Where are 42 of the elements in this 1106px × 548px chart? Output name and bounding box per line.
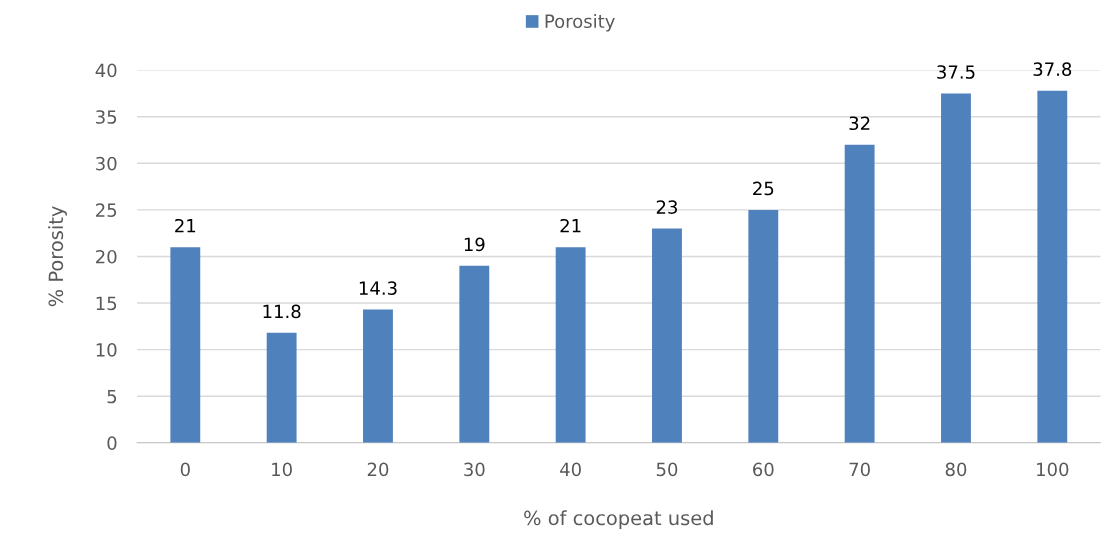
- x-tick-label: 60: [753, 462, 774, 477]
- data-label: 25: [753, 181, 774, 196]
- bar: [941, 93, 971, 443]
- x-axis-title: % of cocopeat used: [524, 510, 713, 530]
- bar: [459, 265, 490, 443]
- data-label: 21: [560, 218, 581, 233]
- x-tick-label: 80: [945, 462, 967, 477]
- x-tick-label: 100: [1037, 462, 1069, 477]
- y-tick-label: 10: [96, 343, 117, 357]
- data-label: 32: [849, 116, 870, 131]
- x-tick-label: 40: [560, 462, 581, 477]
- data-label: 21: [175, 218, 196, 233]
- y-tick-label: 40: [95, 63, 117, 78]
- x-tick-label: 50: [656, 462, 678, 477]
- x-tick-label: 30: [464, 462, 485, 477]
- y-tick-label: 15: [96, 296, 117, 311]
- y-tick-label: 35: [96, 110, 117, 124]
- bar: [748, 209, 779, 443]
- bar: [844, 144, 875, 443]
- bar: [266, 332, 297, 443]
- x-tick-label: 70: [849, 462, 870, 477]
- y-tick-label: 5: [107, 389, 117, 404]
- data-label: 37.5: [937, 65, 975, 79]
- y-tick-label: 0: [107, 436, 117, 450]
- legend-label: Porosity: [545, 14, 615, 32]
- y-tick-label: 20: [96, 249, 117, 264]
- data-label: 11.8: [263, 304, 301, 319]
- bar: [652, 228, 682, 443]
- data-label: 19: [464, 237, 485, 252]
- y-tick-label: 25: [96, 203, 117, 217]
- bar: [363, 309, 393, 443]
- bar: [1037, 90, 1068, 443]
- x-tick-label: 20: [367, 462, 389, 477]
- bar: [555, 247, 586, 443]
- y-tick-label: 30: [96, 156, 117, 171]
- bar: [170, 247, 201, 443]
- data-label: 23: [656, 200, 678, 214]
- y-axis-title: % Porosity: [48, 206, 67, 307]
- data-label: 37.8: [1033, 62, 1072, 77]
- data-label: 14.3: [359, 281, 397, 295]
- x-tick-label: 10: [272, 462, 292, 477]
- x-tick-label: 0: [180, 462, 190, 477]
